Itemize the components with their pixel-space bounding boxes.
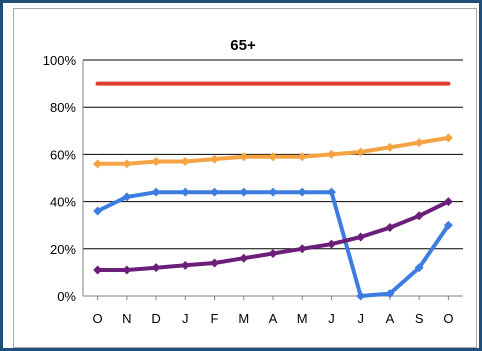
data-point [180, 187, 190, 197]
x-tick-label: O [93, 311, 103, 326]
x-tick-label: J [357, 311, 364, 326]
data-point [356, 232, 366, 242]
data-point [414, 263, 424, 273]
x-tick-label: S [415, 311, 424, 326]
series-2 [93, 187, 453, 301]
data-point [385, 142, 395, 152]
data-point [326, 239, 336, 249]
x-tick-label: O [443, 311, 453, 326]
data-point [239, 152, 249, 162]
data-point [210, 154, 220, 164]
x-tick-label: M [297, 311, 308, 326]
data-point [443, 133, 453, 143]
y-tick-label: 0% [57, 289, 76, 304]
data-point [122, 192, 132, 202]
data-point [443, 197, 453, 207]
y-axis-tick-labels: 0% 20% 40% 60% 80% 100% [43, 53, 77, 304]
data-point [151, 156, 161, 166]
data-point [356, 291, 366, 301]
data-point [122, 265, 132, 275]
x-tick-label: F [211, 311, 219, 326]
data-point [210, 258, 220, 268]
axes [82, 60, 463, 300]
chart-panel [13, 8, 477, 348]
data-point [268, 249, 278, 259]
series-line [95, 190, 451, 298]
data-point [385, 223, 395, 233]
data-point [297, 187, 307, 197]
y-tick-label: 100% [43, 53, 77, 68]
data-point [297, 152, 307, 162]
x-tick-label: M [238, 311, 249, 326]
data-point [93, 206, 103, 216]
y-tick-label: 40% [50, 195, 76, 210]
data-point [93, 265, 103, 275]
x-tick-label: J [328, 311, 335, 326]
y-tick-label: 60% [50, 147, 76, 162]
data-point [356, 147, 366, 157]
x-tick-label: A [269, 311, 278, 326]
data-point [268, 152, 278, 162]
series-1 [93, 133, 453, 169]
data-point [180, 260, 190, 270]
data-point [443, 220, 453, 230]
x-tick-label: J [182, 311, 189, 326]
series-3 [93, 197, 453, 275]
data-point [239, 187, 249, 197]
data-point [180, 156, 190, 166]
x-tick-label: A [386, 311, 395, 326]
series-group [93, 81, 453, 301]
data-point [326, 149, 336, 159]
y-tick-label: 20% [50, 242, 76, 257]
data-point [210, 187, 220, 197]
data-point [297, 244, 307, 254]
x-tick-label: D [151, 311, 160, 326]
data-point [239, 253, 249, 263]
x-tick-label: N [122, 311, 131, 326]
data-point [268, 187, 278, 197]
data-point [93, 159, 103, 169]
chart-title: 65+ [230, 37, 256, 54]
series-line [95, 199, 451, 272]
data-point [385, 289, 395, 299]
data-point [326, 187, 336, 197]
y-tick-label: 80% [50, 100, 76, 115]
data-point [414, 138, 424, 148]
data-point [151, 263, 161, 273]
data-point [122, 159, 132, 169]
data-point [151, 187, 161, 197]
data-point [414, 211, 424, 221]
